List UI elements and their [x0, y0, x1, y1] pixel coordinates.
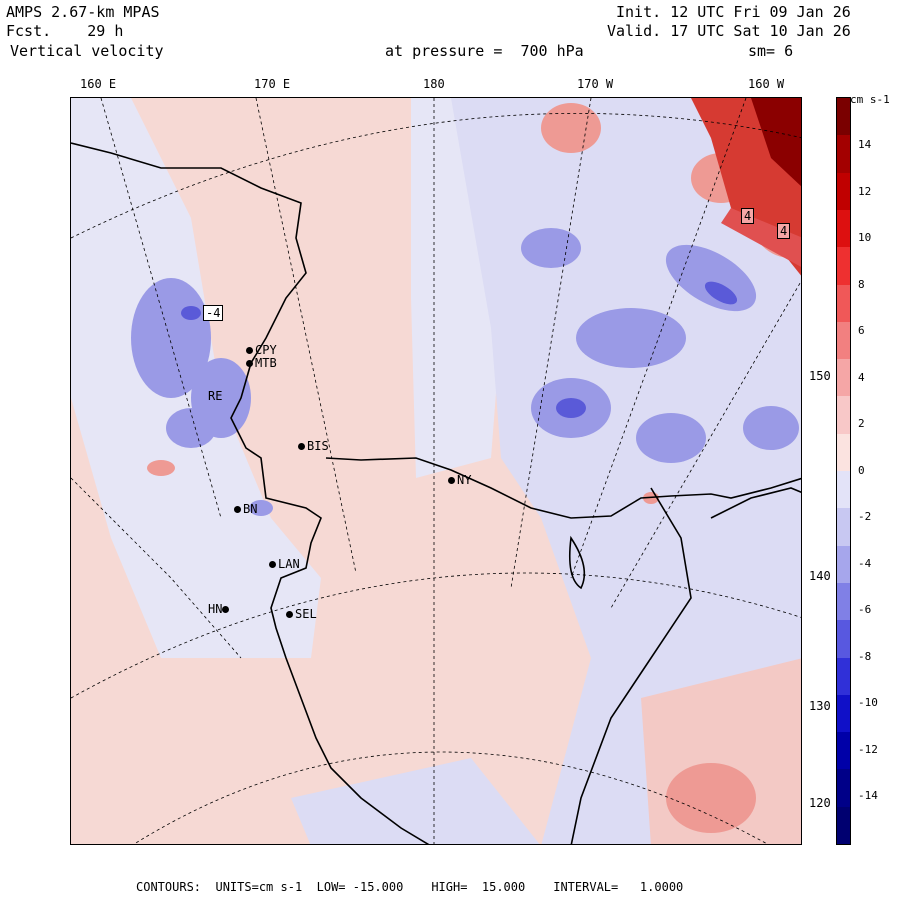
colorbar-swatch [837, 359, 850, 397]
smoothing: sm= 6 [748, 42, 794, 60]
colorbar-label: 2 [858, 417, 865, 430]
colorbar-swatch [837, 98, 850, 136]
colorbar-label: -12 [858, 742, 878, 756]
station-label: RE [208, 389, 223, 403]
lon-tick-170w: 170 W [577, 77, 614, 91]
station-bn[interactable]: BN [234, 502, 257, 516]
station-re[interactable]: RE [208, 389, 222, 403]
vertical-velocity-field [71, 98, 801, 844]
contour-label: 4 [777, 223, 791, 239]
colorbar-swatch [837, 806, 850, 845]
colorbar-swatch [837, 396, 850, 435]
station-label: BIS [307, 439, 329, 453]
colorbar-swatch [837, 545, 850, 584]
colorbar-swatch [837, 209, 850, 248]
station-marker [298, 443, 305, 450]
colorbar-swatch [837, 247, 850, 285]
contour-label: 4 [741, 208, 755, 224]
colorbar-swatch [837, 769, 850, 808]
station-lan[interactable]: LAN [269, 557, 300, 571]
station-cpy[interactable]: CPY [246, 343, 277, 357]
contour-units-low: CONTOURS: UNITS=cm s-1 LOW= -15.000 [136, 880, 404, 894]
station-hn[interactable]: HN [208, 602, 231, 616]
colorbar-swatch [837, 433, 850, 472]
colorbar-units: cm s-1 [850, 93, 890, 106]
colorbar-swatch [837, 657, 850, 696]
colorbar-label: 0 [858, 463, 865, 477]
colorbar-label: -14 [858, 789, 878, 802]
colorbar-swatch [837, 694, 850, 733]
station-marker [269, 561, 276, 568]
station-label: MTB [255, 356, 277, 370]
colorbar-swatch [837, 508, 850, 547]
colorbar-swatch [837, 732, 850, 770]
field-name: Vertical velocity [10, 42, 164, 60]
station-label: BN [243, 502, 258, 516]
colorbar-swatch [837, 620, 850, 658]
colorbar-label: -8 [858, 649, 872, 663]
colorbar-label: 8 [858, 277, 865, 291]
lon-tick-160w: 160 W [748, 77, 785, 91]
station-label: SEL [295, 607, 317, 621]
colorbar-swatch [837, 172, 850, 211]
contour-label: -4 [203, 305, 224, 321]
model-title: AMPS 2.67-km MPAS [6, 3, 160, 21]
colorbar-label: 14 [858, 138, 872, 151]
lon-tick-170e: 170 E [254, 77, 291, 91]
valid-time: Valid. 17 UTC Sat 10 Jan 26 [607, 22, 851, 40]
colorbar-label: -6 [858, 603, 872, 616]
station-sel[interactable]: SEL [286, 607, 317, 621]
map-panel[interactable]: CPY MTB RE BIS NY LAN SEL HN BN -4 4 4 [70, 97, 802, 845]
station-marker [286, 611, 293, 618]
lon-tick-180: 180 [423, 77, 445, 91]
colorbar-label: 10 [858, 231, 872, 244]
contour-high: HIGH= 15.000 [431, 880, 526, 894]
station-mtb[interactable]: MTB [246, 356, 277, 370]
colorbar-swatch [837, 321, 850, 360]
contour-interval: INTERVAL= 1.0000 [553, 880, 684, 894]
strongest-upward-core [751, 98, 801, 187]
init-time: Init. 12 UTC Fri 09 Jan 26 [616, 3, 851, 21]
station-label: CPY [255, 343, 277, 357]
colorbar-swatch [837, 135, 850, 174]
station-label: NY [457, 473, 472, 487]
pressure-level: at pressure = 700 hPa [385, 42, 584, 60]
blue-cells-strong [181, 281, 738, 418]
station-marker [448, 477, 455, 484]
colorbar-label: 12 [858, 184, 872, 198]
station-marker [246, 347, 253, 354]
coastline [71, 142, 801, 844]
blue-region-south [291, 758, 540, 844]
graticule [71, 98, 801, 844]
colorbar-label: 4 [858, 370, 865, 384]
station-marker [222, 606, 230, 613]
station-marker [234, 506, 241, 513]
colorbar-label: -4 [858, 556, 872, 570]
colorbar-label: -10 [858, 696, 878, 709]
station-marker [246, 360, 253, 367]
lon-tick-160e: 160 E [80, 77, 117, 91]
contour-info: CONTOURS: UNITS=cm s-1 LOW= -15.000 HIGH=… [136, 880, 711, 894]
colorbar-swatch [837, 284, 850, 323]
colorbar-swatch [837, 582, 850, 621]
station-bis[interactable]: BIS [298, 439, 329, 453]
station-label: HN [208, 602, 223, 616]
colorbar-label: -2 [858, 510, 872, 523]
colorbar-swatch [837, 471, 850, 509]
colorbar [836, 97, 851, 845]
forecast-hour: Fcst. 29 h [6, 22, 124, 40]
station-ny[interactable]: NY [448, 473, 471, 487]
station-label: LAN [278, 557, 300, 571]
colorbar-label: 6 [858, 324, 865, 337]
